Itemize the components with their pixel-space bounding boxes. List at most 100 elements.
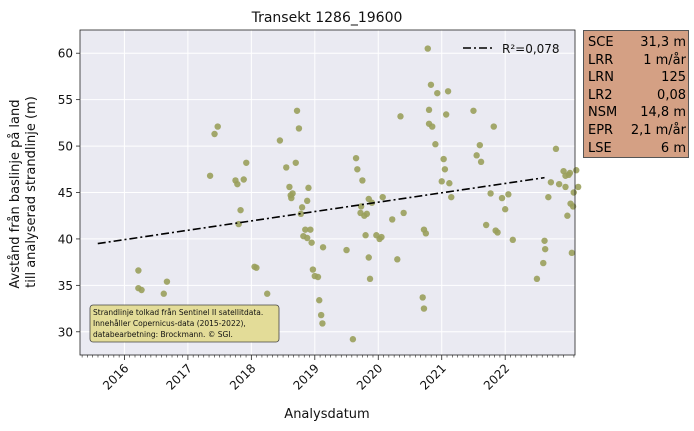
stat-key: EPR — [588, 122, 614, 138]
data-point — [476, 141, 484, 149]
data-point — [363, 210, 371, 218]
stat-value: 125 — [661, 70, 686, 86]
stat-row-lrn: LRN 125 — [588, 69, 688, 87]
data-point — [429, 123, 436, 130]
data-point — [552, 145, 560, 153]
plot-frame — [79, 29, 576, 356]
data-note-line-3: databearbetning: Brockmann. © SGI. — [93, 330, 233, 339]
data-point — [316, 297, 323, 304]
data-point — [309, 266, 317, 273]
data-point — [297, 210, 305, 218]
data-point — [352, 154, 360, 162]
stat-key: LR2 — [588, 87, 613, 103]
data-point — [422, 230, 430, 237]
y-tick-label: 55 — [58, 93, 73, 107]
data-point — [349, 336, 357, 343]
data-note: Strandlinje tolkad från Sentinel II sate… — [89, 304, 280, 343]
stat-row-lse: LSE 6 m — [588, 140, 688, 158]
x-tick-label: 2021 — [417, 361, 448, 392]
data-point — [319, 320, 326, 327]
data-point — [240, 176, 247, 183]
data-point — [163, 278, 171, 285]
x-tick-label: 2018 — [227, 361, 258, 392]
data-point — [420, 305, 428, 312]
stat-value: 1 m/år — [643, 52, 686, 68]
data-point — [389, 216, 396, 223]
data-point — [317, 311, 325, 319]
data-point — [276, 137, 284, 144]
stat-key: NSM — [588, 105, 618, 121]
x-tick-label: 2020 — [354, 361, 385, 392]
data-point — [298, 204, 306, 211]
data-point — [138, 286, 145, 294]
data-point — [427, 81, 435, 88]
legend-trend-label: R²=0,078 — [502, 42, 560, 56]
data-point — [295, 125, 303, 132]
data-point — [574, 183, 582, 191]
data-note-line-1: Strandlinje tolkad från Sentinel II sate… — [93, 308, 263, 317]
statistics-box: SCE 31,3 m LRR 1 m/år LRN 125 LR2 0,08 NSM 14… — [583, 30, 689, 158]
data-point — [243, 159, 250, 166]
data-point — [501, 206, 509, 213]
data-point — [419, 294, 426, 301]
y-axis-label-line-1: Avstånd från baslinje på land — [8, 99, 23, 288]
stat-value: 2,1 m/år — [630, 122, 686, 138]
data-point — [448, 193, 455, 201]
stat-value: 6 m — [660, 140, 686, 156]
data-point — [286, 183, 293, 191]
y-tick-label: 50 — [58, 140, 73, 154]
data-point — [379, 193, 386, 201]
data-point — [314, 273, 322, 281]
data-point — [568, 249, 576, 257]
data-point — [541, 237, 548, 244]
stat-row-lr2: LR2 0,08 — [588, 87, 688, 105]
stat-value: 14,8 m — [640, 105, 686, 121]
data-point — [505, 191, 512, 198]
stat-row-lrr: LRR 1 m/år — [588, 52, 688, 70]
data-point — [394, 256, 401, 263]
stat-key: LRN — [588, 70, 614, 86]
data-point — [434, 89, 441, 97]
data-point — [292, 159, 299, 166]
data-point — [490, 123, 497, 130]
data-point — [477, 158, 485, 166]
stat-value: 31,3 m — [640, 35, 686, 50]
y-axis-label-line-2: till analyserad strandlinje (m) — [24, 96, 39, 288]
data-point — [397, 113, 404, 120]
stat-row-sce: SCE 31,3 m — [588, 34, 688, 52]
data-point — [564, 212, 571, 219]
trend-line — [97, 176, 545, 245]
data-point — [308, 239, 315, 246]
y-tick-label: 45 — [58, 186, 73, 200]
y-axis: 30 35 40 45 50 55 60 — [58, 47, 80, 339]
data-point — [307, 226, 314, 233]
data-point — [302, 226, 309, 233]
x-axis: 2016 2017 2018 2019 2020 2021 2022 — [100, 355, 512, 393]
data-point — [555, 180, 563, 188]
data-point — [541, 245, 549, 253]
x-minor-ticks — [81, 355, 575, 358]
data-point — [214, 123, 221, 130]
y-tick-label: 30 — [58, 325, 73, 339]
data-point — [305, 184, 312, 192]
x-axis-label: Analysdatum — [284, 407, 369, 422]
data-point — [545, 193, 552, 201]
data-point — [470, 107, 477, 114]
data-point — [211, 130, 218, 138]
data-point — [482, 221, 490, 229]
data-point — [378, 233, 385, 241]
data-point — [440, 155, 447, 163]
data-point — [424, 45, 431, 52]
data-point — [446, 180, 453, 187]
y-tick-label: 60 — [58, 47, 73, 61]
data-point — [303, 234, 311, 242]
x-tick-label: 2019 — [290, 361, 321, 392]
x-tick-label: 2022 — [481, 361, 512, 392]
data-note-line-2: Innehåller Copernicus-data (2015-2022), — [93, 319, 246, 328]
data-point — [444, 88, 452, 95]
data-point — [365, 254, 372, 261]
data-point — [442, 111, 450, 118]
data-point — [540, 259, 547, 267]
data-point — [362, 232, 369, 239]
